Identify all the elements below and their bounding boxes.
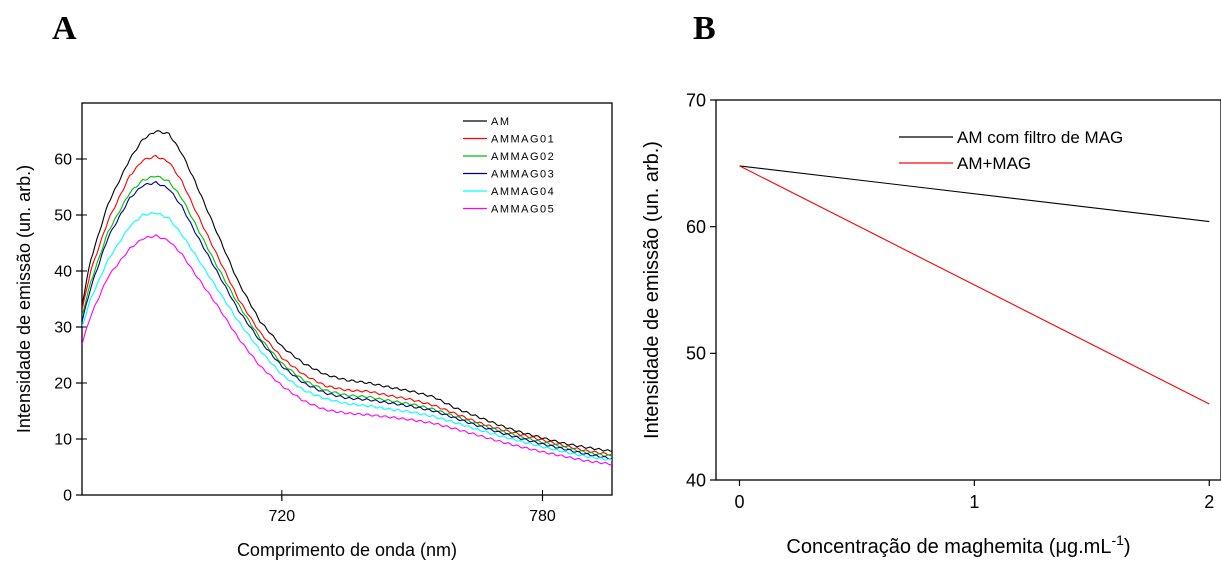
series-line-ammag03	[82, 180, 612, 460]
series-line-am-com-filtro-de-mag	[739, 165, 1210, 223]
series-line-am	[82, 130, 612, 452]
x-tick-label: 1	[969, 492, 979, 512]
plot-frame	[81, 102, 613, 496]
y-axis-title: Intensidade de emissão (un. arb.)	[641, 141, 663, 439]
legend-label: AM+MAG	[957, 154, 1031, 173]
legend-label: AMMAG04	[491, 186, 555, 198]
y-tick-label: 0	[63, 488, 72, 505]
panel-label-a: A	[52, 10, 77, 47]
series-line-am-mag	[739, 165, 1210, 405]
y-tick-label: 60	[54, 152, 72, 169]
y-tick-label: 20	[54, 376, 72, 393]
y-axis-title: Intensidade de emissão (un. arb.)	[14, 165, 34, 433]
series-line-ammag01	[82, 154, 612, 456]
chart-a: 0 10 20 30 40 50 60 720 780 AM AMMAG01 AMMAG02 AMMAG…	[14, 102, 613, 560]
x-tick-label: 2	[1204, 492, 1214, 512]
legend-label: AMMAG05	[491, 203, 555, 215]
panel-label-b: B	[693, 10, 716, 47]
y-tick-label: 50	[686, 344, 706, 364]
y-tick-label: 70	[686, 90, 706, 110]
y-tick-label: 40	[686, 470, 706, 490]
y-tick-label: 30	[54, 320, 72, 337]
legend-label: AM	[491, 116, 511, 128]
series-line-ammag05	[82, 234, 612, 466]
x-tick-label: 0	[734, 492, 744, 512]
y-tick-label: 60	[686, 217, 706, 237]
legend-label: AMMAG01	[491, 133, 555, 145]
chart-b: 40 50 60 70 0 1 2 AM com filtro de MAG AM+MAG Con…	[641, 90, 1221, 558]
legend-label: AM com filtro de MAG	[957, 128, 1123, 147]
x-tick-label: 720	[268, 508, 295, 525]
x-axis-title: Concentração de maghemita (μg.mL-1)	[786, 532, 1130, 558]
legend-label: AMMAG03	[491, 168, 555, 180]
y-tick-label: 40	[54, 264, 72, 281]
plot-frame	[715, 99, 1221, 481]
y-tick-label: 10	[54, 432, 72, 449]
series-line-ammag04	[82, 211, 612, 461]
series-line-ammag02	[82, 175, 612, 457]
x-tick-label: 780	[529, 508, 556, 525]
y-tick-label: 50	[54, 208, 72, 225]
legend-label: AMMAG02	[491, 151, 555, 163]
x-axis-title: Comprimento de onda (nm)	[237, 540, 457, 560]
